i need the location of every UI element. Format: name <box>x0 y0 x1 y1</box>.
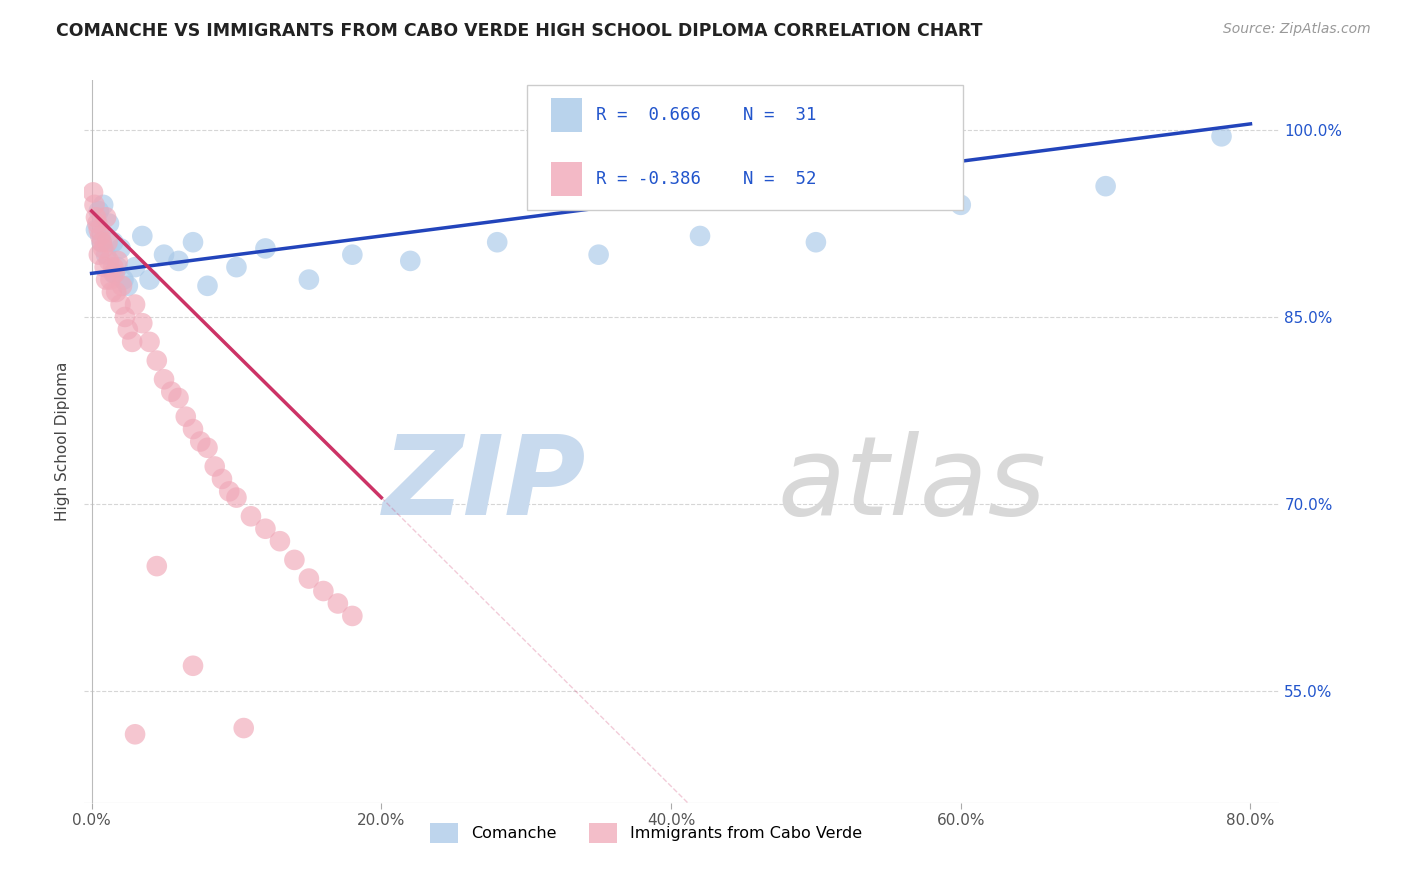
Point <box>131 229 153 244</box>
Point <box>225 260 247 274</box>
Point <box>153 248 176 262</box>
Point <box>197 278 219 293</box>
Point <box>1211 129 1233 144</box>
Point <box>1094 179 1116 194</box>
Legend: Comanche, Immigrants from Cabo Verde: Comanche, Immigrants from Cabo Verde <box>423 817 869 849</box>
Point <box>83 198 105 212</box>
Point <box>146 559 169 574</box>
Point <box>174 409 197 424</box>
Y-axis label: High School Diploma: High School Diploma <box>55 362 70 521</box>
Point <box>124 727 146 741</box>
Point <box>326 597 349 611</box>
Point <box>94 248 117 262</box>
Text: COMANCHE VS IMMIGRANTS FROM CABO VERDE HIGH SCHOOL DIPLOMA CORRELATION CHART: COMANCHE VS IMMIGRANTS FROM CABO VERDE H… <box>56 22 983 40</box>
Point <box>110 297 132 311</box>
Point <box>949 198 972 212</box>
Point <box>298 272 321 286</box>
Point <box>124 260 146 274</box>
Point <box>146 353 169 368</box>
Point <box>254 522 277 536</box>
Point <box>87 223 110 237</box>
Point <box>101 285 124 299</box>
Point <box>298 572 321 586</box>
Point <box>167 391 190 405</box>
Point <box>689 229 711 244</box>
Point <box>87 248 110 262</box>
Point <box>121 334 143 349</box>
Point <box>103 235 125 250</box>
Point <box>90 235 112 250</box>
Point <box>138 272 160 286</box>
Point <box>486 235 509 250</box>
Point <box>91 198 114 212</box>
Point <box>100 272 122 286</box>
Point <box>110 242 132 256</box>
Point <box>86 217 108 231</box>
Point <box>111 278 134 293</box>
Point <box>181 235 204 250</box>
Point <box>117 322 139 336</box>
Point <box>254 242 277 256</box>
Point <box>89 229 111 244</box>
Point <box>181 658 204 673</box>
Point <box>239 509 262 524</box>
Point <box>399 254 422 268</box>
Point <box>124 297 146 311</box>
Point <box>91 242 114 256</box>
Point <box>197 441 219 455</box>
Point <box>218 484 240 499</box>
Point <box>269 534 291 549</box>
Point <box>225 491 247 505</box>
Point <box>312 584 335 599</box>
Point <box>107 260 129 274</box>
Point <box>138 334 160 349</box>
Point <box>112 272 135 286</box>
Point <box>107 254 129 268</box>
Point <box>204 459 226 474</box>
Point <box>342 609 364 624</box>
Point <box>103 266 125 280</box>
Point <box>98 217 121 231</box>
Point <box>87 204 110 219</box>
Point <box>131 316 153 330</box>
Text: R =  0.666    N =  31: R = 0.666 N = 31 <box>596 106 817 124</box>
Point <box>103 260 125 274</box>
Point <box>90 235 112 250</box>
Point <box>84 211 107 225</box>
Text: ZIP: ZIP <box>382 432 586 539</box>
Point <box>804 235 827 250</box>
Point <box>94 272 117 286</box>
Point <box>105 285 128 299</box>
Point <box>82 186 104 200</box>
Text: Source: ZipAtlas.com: Source: ZipAtlas.com <box>1223 22 1371 37</box>
Point <box>232 721 254 735</box>
Point <box>93 260 115 274</box>
Point <box>96 235 118 250</box>
Point <box>342 248 364 262</box>
Point <box>160 384 183 399</box>
Point <box>588 248 610 262</box>
Point <box>117 278 139 293</box>
Point <box>94 211 117 225</box>
Point <box>104 266 127 280</box>
Point <box>84 223 107 237</box>
Text: R = -0.386    N =  52: R = -0.386 N = 52 <box>596 170 817 188</box>
Point <box>181 422 204 436</box>
Point <box>167 254 190 268</box>
Text: atlas: atlas <box>778 432 1046 539</box>
Point <box>283 553 305 567</box>
Point <box>188 434 211 449</box>
Point <box>153 372 176 386</box>
Point <box>211 472 233 486</box>
Point <box>114 310 136 324</box>
Point <box>98 254 121 268</box>
